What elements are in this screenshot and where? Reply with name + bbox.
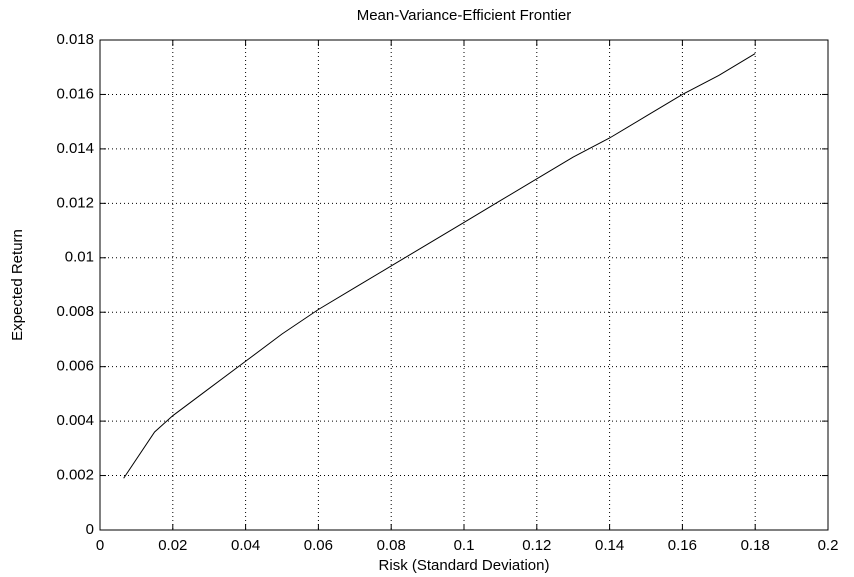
y-tick-label: 0 xyxy=(86,521,94,538)
x-tick-label: 0.04 xyxy=(231,537,260,554)
y-tick-label: 0.014 xyxy=(56,140,94,157)
x-axis-label: Risk (Standard Deviation) xyxy=(379,557,550,574)
x-tick-label: 0.14 xyxy=(595,537,624,554)
x-tick-label: 0 xyxy=(96,537,104,554)
x-tick-label: 0.02 xyxy=(158,537,187,554)
y-tick-label: 0.018 xyxy=(56,31,94,48)
chart-title: Mean-Variance-Efficient Frontier xyxy=(357,7,572,24)
x-tick-label: 0.08 xyxy=(377,537,406,554)
y-tick-label: 0.01 xyxy=(65,249,94,266)
y-tick-label: 0.012 xyxy=(56,194,94,211)
x-tick-label: 0.1 xyxy=(454,537,475,554)
y-tick-label: 0.008 xyxy=(56,303,94,320)
frontier-line xyxy=(123,53,756,479)
y-axis-label: Expected Return xyxy=(9,229,26,341)
x-tick-label: 0.06 xyxy=(304,537,333,554)
x-tick-label: 0.16 xyxy=(668,537,697,554)
x-tick-label: 0.2 xyxy=(818,537,839,554)
y-tick-label: 0.004 xyxy=(56,412,94,429)
y-tick-label: 0.016 xyxy=(56,85,94,102)
x-tick-label: 0.12 xyxy=(522,537,551,554)
y-tick-label: 0.006 xyxy=(56,358,94,375)
y-tick-label: 0.002 xyxy=(56,467,94,484)
x-tick-label: 0.18 xyxy=(741,537,770,554)
